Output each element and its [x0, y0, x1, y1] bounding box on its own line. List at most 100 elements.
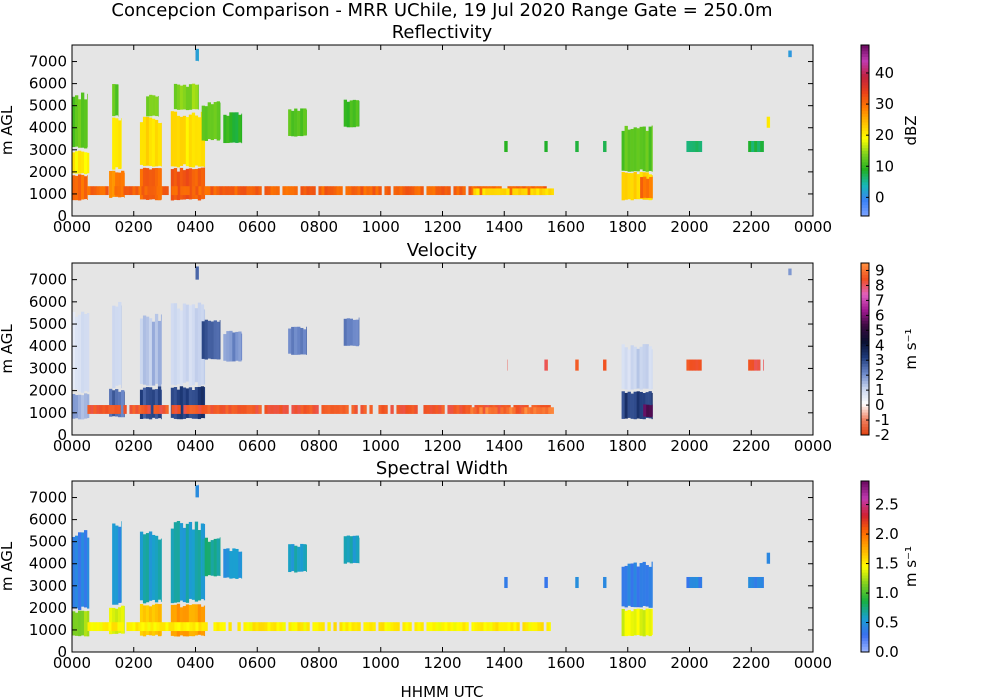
echo-column [182, 527, 187, 603]
echo-column [198, 186, 202, 196]
echo-column [695, 576, 699, 589]
echo-column [748, 140, 752, 153]
echo-column [495, 622, 499, 632]
colorbar-swatch [861, 649, 869, 653]
echo-column [343, 318, 347, 346]
colorbar-swatch [861, 277, 869, 281]
echo-column [375, 186, 379, 196]
echo-column [645, 608, 649, 636]
colorbar-swatch [861, 526, 869, 530]
echo-column [241, 113, 243, 144]
echo-column [358, 537, 360, 564]
x-tick-label: 2000 [670, 437, 708, 455]
echo-column [544, 140, 548, 153]
echo-column [75, 175, 79, 201]
echo-column [185, 86, 190, 111]
echo-block [112, 521, 122, 605]
echo-column [648, 566, 652, 608]
echo-column [189, 405, 193, 414]
echo-column [87, 537, 90, 609]
echo-column [78, 99, 82, 148]
echo-block [343, 535, 360, 564]
echo-column [420, 622, 424, 632]
echo-column [87, 186, 91, 196]
x-tick-label: 1200 [423, 654, 461, 672]
colorbar-swatch [861, 107, 869, 112]
echo-column [486, 622, 490, 632]
colorbar-swatch [861, 500, 869, 505]
echo-column [504, 140, 508, 153]
echo-column [210, 321, 214, 360]
echo-column [78, 174, 82, 201]
echo-column [173, 168, 178, 200]
colorbar-swatch [861, 164, 869, 169]
echo-column [701, 576, 703, 589]
echo-column [179, 167, 184, 200]
colorbar-swatch [861, 297, 869, 301]
echo-column [539, 407, 543, 414]
echo-column [238, 331, 242, 362]
echo-column [139, 531, 144, 601]
echo-column [109, 388, 113, 417]
colorbar-swatch [861, 412, 869, 416]
y-tick-label: 6000 [29, 75, 67, 93]
x-tick-label: 1600 [547, 218, 585, 236]
echo-column [387, 622, 391, 632]
echo-column [139, 318, 144, 384]
colorbar-swatch [861, 187, 869, 191]
colorbar: 0 10 20 30 40 dBZ [860, 44, 920, 217]
echo-column [355, 535, 359, 564]
echo-column [444, 622, 448, 632]
echo-column [204, 319, 208, 360]
colorbar-swatch [861, 495, 869, 499]
echo-column [192, 622, 196, 632]
echo-column [456, 405, 460, 414]
echo-column [390, 405, 394, 414]
echo-column [327, 405, 331, 414]
echo-column [309, 186, 313, 196]
echo-column [649, 176, 653, 199]
echo-column [357, 622, 361, 632]
echo-column [188, 521, 193, 599]
echo-column [241, 551, 243, 579]
colorbar-swatch [861, 595, 869, 599]
echo-column [109, 170, 113, 198]
echo-column [624, 392, 628, 419]
echo-column [112, 305, 116, 389]
echo-column [171, 405, 175, 414]
echo-column [195, 622, 199, 632]
echo-column [179, 310, 184, 386]
echo-column [142, 315, 147, 385]
echo-column [642, 610, 646, 637]
echo-column [621, 344, 625, 389]
echo-block [621, 608, 653, 637]
colorbar-swatch [861, 53, 869, 57]
echo-column [330, 405, 334, 414]
echo-column [300, 186, 304, 196]
echo-column [519, 405, 523, 414]
echo-column [179, 523, 184, 601]
echo-column [393, 186, 397, 196]
echo-column [183, 186, 187, 196]
colorbar-swatch [861, 184, 869, 188]
echo-column [135, 405, 139, 414]
echo-column [444, 186, 448, 196]
echo-column [90, 622, 94, 632]
echo-column [261, 622, 265, 632]
echo-block [504, 576, 508, 589]
echo-column [213, 320, 217, 360]
echo-column [354, 186, 358, 196]
colorbar-swatch [861, 400, 869, 404]
echo-column [102, 622, 106, 632]
echo-column [151, 168, 156, 200]
echo-column [176, 84, 181, 110]
echo-column [148, 117, 153, 166]
echo-column [99, 622, 103, 632]
echo-column [78, 610, 82, 637]
colorbar-swatch [861, 268, 869, 273]
colorbar-tick-label: 2 [875, 366, 885, 384]
echo-column [459, 186, 463, 196]
echo-column [318, 186, 322, 196]
echo-column [525, 622, 529, 632]
echo-column [471, 186, 475, 196]
